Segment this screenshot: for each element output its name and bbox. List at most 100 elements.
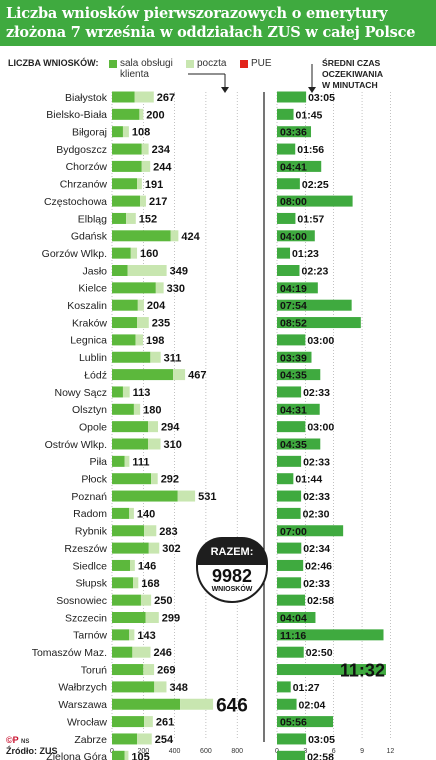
wait-time-title: ŚREDNI CZAS OCZEKIWANIA W MINUTACH: [322, 58, 383, 91]
bar-total-label: 261: [156, 717, 174, 729]
category-label: Chrzanów: [60, 179, 108, 191]
bar-sala: [112, 351, 151, 363]
wait-bar: [277, 750, 306, 760]
wait-bar: [277, 490, 302, 502]
bar-sala: [112, 612, 146, 623]
publisher-logo: ©P NS: [6, 735, 29, 745]
bar-sala: [112, 664, 144, 676]
bar-poczta: [140, 195, 146, 207]
category-label: Elbląg: [78, 213, 107, 225]
bar-sala: [112, 265, 128, 276]
legend-arrow-head: [221, 87, 229, 93]
bar-poczta: [122, 126, 129, 138]
right-axis-tick-label: 6: [332, 748, 336, 755]
bar-total-label: 467: [188, 370, 206, 382]
wait-title-line1: ŚREDNI CZAS: [322, 58, 381, 68]
wait-bar: [277, 195, 353, 207]
wait-title-line2: OCZEKIWANIA: [322, 69, 384, 79]
left-axis-tick-label: 600: [200, 748, 212, 755]
total-badge: RAZEM: 9982 WNIOSKÓW: [196, 537, 268, 603]
wait-bar: [277, 577, 302, 589]
wait-bar: [277, 143, 296, 155]
bar-total-label: 330: [167, 283, 185, 295]
bar-sala: [112, 716, 145, 728]
bar-poczta: [154, 681, 167, 693]
bar-sala: [112, 299, 138, 311]
left-axis-tick-label: 200: [137, 748, 149, 755]
category-label: Wałbrzych: [58, 682, 107, 694]
bar-sala: [112, 334, 136, 346]
category-label: Jasło: [82, 265, 107, 277]
wait-bar: [277, 542, 302, 554]
bar-total-label: 160: [140, 248, 158, 260]
wait-time-label: 01:45: [296, 109, 323, 121]
bar-poczta: [127, 265, 167, 276]
bar-poczta: [173, 369, 186, 381]
right-axis-tick-label: 3: [303, 748, 307, 755]
wait-bar: [277, 455, 302, 467]
bar-poczta: [140, 594, 152, 606]
wait-time-label: 04:35: [280, 370, 307, 382]
bar-total-label: 302: [162, 543, 180, 555]
bar-sala: [112, 681, 155, 693]
legend-swatch-sala: [109, 60, 117, 68]
legend-item-pue: PUE: [251, 58, 272, 69]
bar-total-label: 198: [146, 335, 164, 347]
category-label: Kraków: [72, 317, 107, 329]
bar-sala: [112, 178, 138, 190]
category-label: Legnica: [70, 335, 107, 347]
wait-time-label: 02:04: [299, 699, 326, 711]
wait-bar: [277, 282, 318, 294]
bar-poczta: [144, 716, 153, 728]
bar-total-label: 267: [157, 92, 175, 104]
bar-sala: [112, 698, 181, 710]
wait-time-label: 11:32: [340, 661, 385, 681]
bar-total-label: 152: [139, 213, 157, 225]
bar-total-label: 299: [162, 613, 180, 625]
wait-arrow-head: [308, 87, 316, 93]
bar-total-label: 204: [147, 300, 166, 312]
bar-total-label: 424: [181, 231, 200, 243]
wait-time-label: 02:50: [306, 647, 333, 659]
bar-poczta: [133, 403, 141, 415]
wait-bar: [277, 716, 334, 728]
bar-total-label: 235: [152, 318, 170, 330]
wait-bar: [277, 230, 315, 242]
wait-time-label: 03:00: [307, 422, 334, 434]
wait-bar: [277, 212, 296, 224]
bar-poczta: [124, 750, 129, 760]
wait-time-label: 01:57: [297, 213, 324, 225]
bar-total-label: 254: [155, 734, 174, 746]
bar-sala: [112, 473, 152, 485]
bar-poczta: [133, 577, 139, 589]
bar-poczta: [141, 160, 151, 172]
legend-item-poczta: poczta: [197, 58, 227, 69]
bar-total-label: 146: [138, 560, 156, 572]
wait-bar: [277, 178, 300, 190]
bar-total-label: 311: [164, 352, 182, 364]
category-label: Kielce: [78, 283, 107, 295]
wait-bar: [277, 160, 322, 172]
bar-sala: [112, 438, 148, 450]
bar-poczta: [155, 282, 164, 294]
wait-time-label: 02:30: [303, 508, 330, 520]
wait-time-label: 02:33: [303, 578, 330, 590]
wait-time-label: 02:33: [303, 387, 330, 399]
bar-poczta: [134, 91, 154, 103]
wait-time-label: 01:27: [293, 682, 320, 694]
bar-poczta: [145, 612, 159, 623]
wait-time-label: 02:33: [303, 491, 330, 503]
bar-sala: [112, 594, 141, 606]
wait-bar: [277, 507, 301, 519]
bar-sala: [112, 369, 174, 381]
wait-bar: [277, 369, 321, 381]
total-box: 9982 WNIOSKÓW: [196, 563, 268, 603]
wait-bar: [277, 386, 302, 398]
wait-bar: [277, 594, 306, 606]
bar-total-label: 250: [154, 595, 172, 607]
bar-poczta: [124, 455, 130, 467]
right-axis-tick-label: 9: [360, 748, 364, 755]
wait-time-label: 03:00: [307, 335, 334, 347]
bar-poczta: [143, 664, 155, 676]
category-label: Olsztyn: [72, 404, 107, 416]
